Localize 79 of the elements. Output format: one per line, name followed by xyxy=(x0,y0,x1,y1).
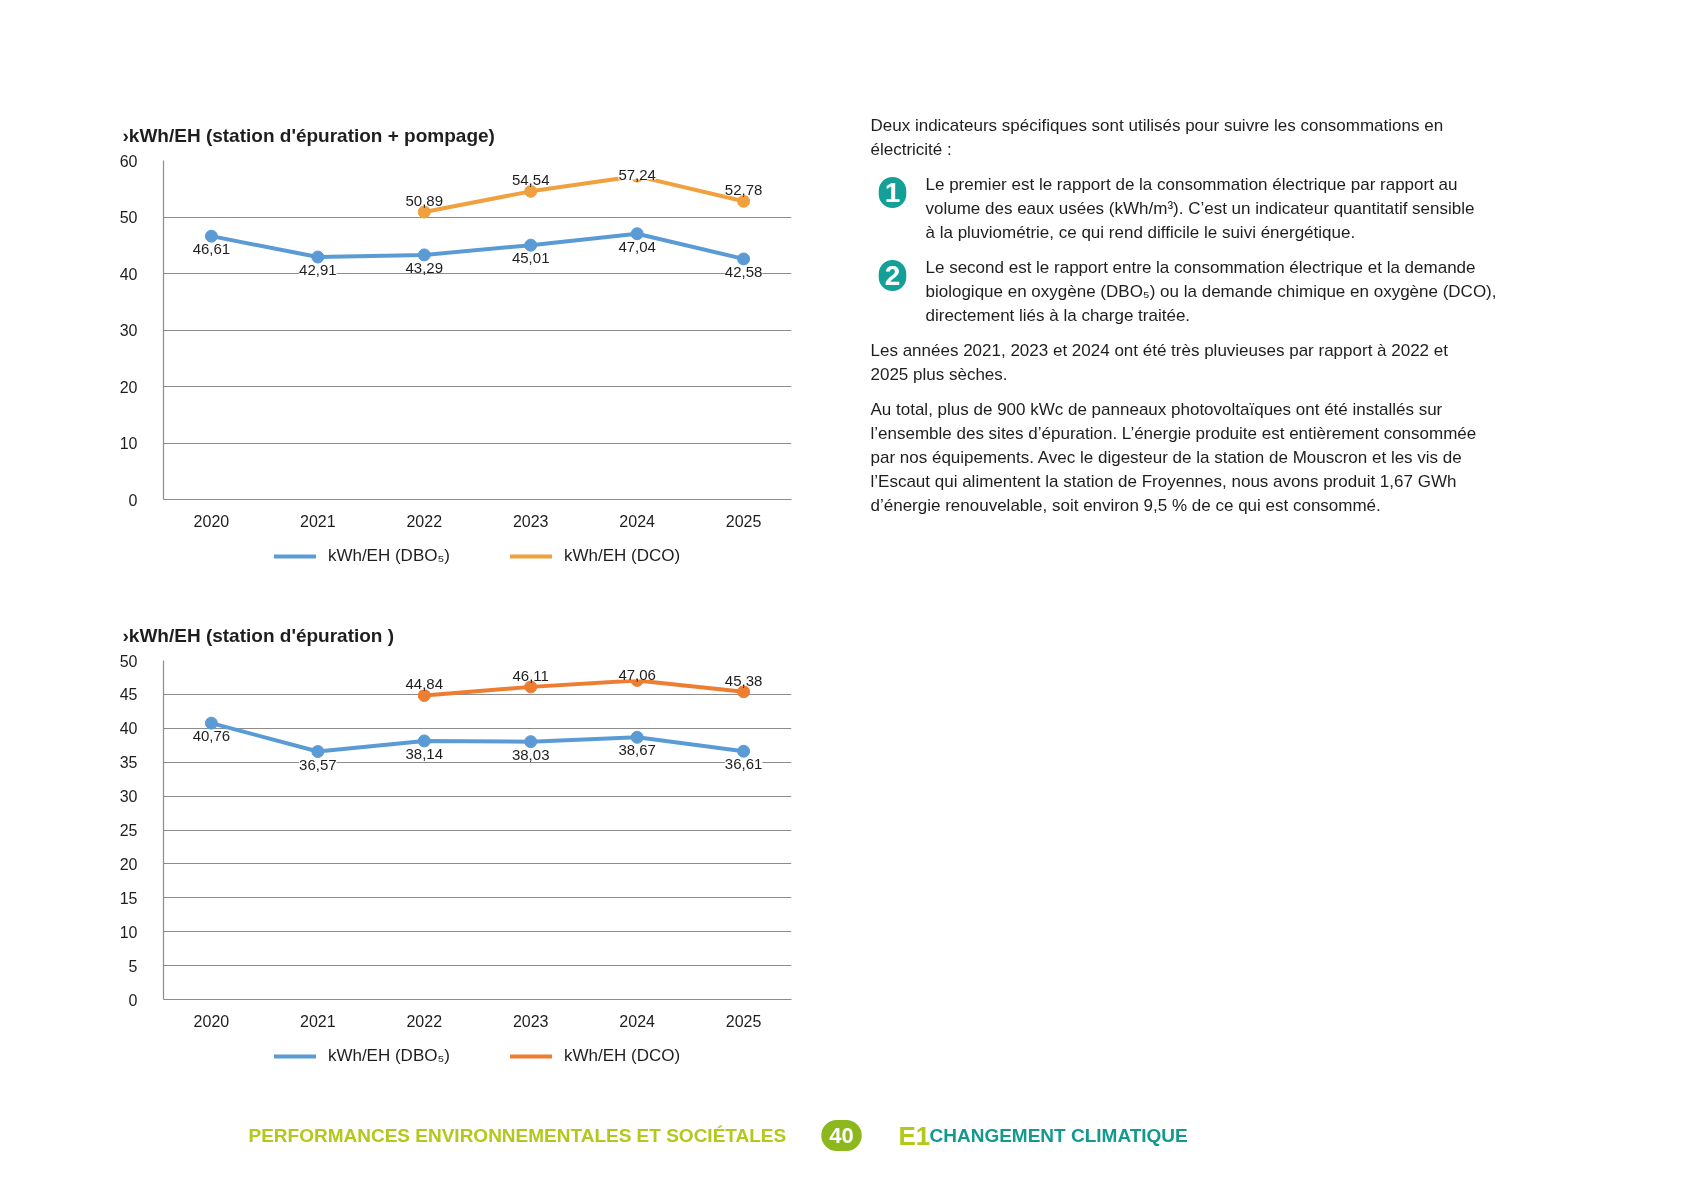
data-label: 45,38 xyxy=(724,671,763,689)
point xyxy=(417,248,431,262)
x-tick-label: 2023 xyxy=(512,1012,549,1030)
data-label: 45,01 xyxy=(511,249,550,267)
data-label: 46,61 xyxy=(192,240,231,258)
legend-label: kWh/EH (DCO) xyxy=(563,545,681,566)
data-label: 52,78 xyxy=(724,181,763,199)
y-tick-label: 30 xyxy=(119,788,138,806)
x-tick-label: 2024 xyxy=(619,512,656,530)
text: 40 xyxy=(829,1123,854,1148)
data-label: 50,89 xyxy=(405,191,444,209)
chart-title: ›kWh/EH (station d'épuration + pompage) xyxy=(122,124,495,146)
x-tick-label: 2020 xyxy=(193,1012,230,1030)
point xyxy=(204,716,218,730)
data-label: 44,84 xyxy=(405,675,444,693)
y-tick-label: 10 xyxy=(119,923,138,941)
y-tick-label: 50 xyxy=(119,209,138,226)
point xyxy=(737,252,751,266)
data-label: 36,61 xyxy=(724,755,763,773)
x-tick-label: 2021 xyxy=(300,1012,336,1030)
data-label: 36,57 xyxy=(299,755,337,773)
y-tick-label: 5 xyxy=(128,957,138,975)
text: E1 xyxy=(898,1120,931,1151)
point xyxy=(417,734,431,748)
y-tick-label: 20 xyxy=(119,855,138,873)
data-label: 54,54 xyxy=(511,171,550,189)
x-tick-label: 2022 xyxy=(406,1012,443,1030)
text: CHANGEMENT CLIMATIQUE xyxy=(929,1125,1188,1146)
data-label: 43,29 xyxy=(405,258,444,276)
x-tick-label: 2022 xyxy=(406,512,443,530)
text: Deux indicateurs spécifiques sont utilisés pour suivre les consommations en électricité : xyxy=(870,116,1444,159)
text: 2 xyxy=(884,260,901,291)
point xyxy=(204,229,218,243)
x-tick-label: 2025 xyxy=(725,512,762,530)
legend-label: kWh/EH (DBO₅) xyxy=(327,545,450,566)
y-tick-label: 25 xyxy=(119,822,138,839)
legend-label: kWh/EH (DBO₅) xyxy=(327,1045,450,1066)
y-tick-label: 0 xyxy=(128,491,138,509)
point xyxy=(630,730,644,744)
data-label: 42,58 xyxy=(724,262,763,280)
chart-title: ›kWh/EH (station d'épuration ) xyxy=(122,624,395,646)
y-tick-label: 45 xyxy=(119,686,138,704)
point xyxy=(737,744,751,758)
data-label: 40,76 xyxy=(192,727,231,745)
text: Les années 2021, 2023 et 2024 ont été très pluvieuses par rapport à 2022 et 2025 plus sèches. xyxy=(870,341,1449,384)
data-label: 46,11 xyxy=(512,666,549,684)
x-tick-label: 2023 xyxy=(512,512,549,530)
x-tick-label: 2025 xyxy=(725,1012,762,1030)
point xyxy=(524,238,538,252)
data-label: 42,91 xyxy=(299,261,337,279)
y-tick-label: 50 xyxy=(119,652,138,670)
y-tick-label: 35 xyxy=(119,754,138,772)
point xyxy=(630,227,644,241)
y-tick-label: 20 xyxy=(119,378,138,396)
y-tick-label: 0 xyxy=(128,991,138,1009)
data-label: 57,24 xyxy=(618,165,656,183)
y-tick-label: 60 xyxy=(119,152,138,170)
point xyxy=(311,745,325,759)
data-label: 38,03 xyxy=(511,745,550,763)
text: PERFORMANCES ENVIRONNEMENTALES ET SOCIÉTALES xyxy=(248,1125,787,1146)
point xyxy=(311,250,325,264)
text: Au total, plus de 900 kWc de panneaux photovoltaïques ont été installés sur l’ensemble des sites d’épuration. L’énergie produite est entièrement consommée par nos équipements. Avec le digesteur de la station de Mouscron et les vis de l’Escaut qui alimentent la station de Froyennes, nous avons produit 1,67 GWh d’énergie renouvelable, soit environ 9,5 % de ce qui est consommé. xyxy=(870,400,1477,515)
x-tick-label: 2021 xyxy=(300,512,336,530)
data-label: 38,14 xyxy=(405,744,444,762)
data-label: 38,67 xyxy=(618,741,656,759)
y-tick-label: 30 xyxy=(119,322,138,339)
text: Le premier est le rapport de la consommation électrique par rapport au volume des eaux usées (kWh/m³). C’est un indicateur quantitatif sensible à la pluviométrie, ce qui rend difficile le suivi énergétique. xyxy=(925,175,1475,242)
point xyxy=(524,735,538,749)
text: 1 xyxy=(884,177,901,208)
y-tick-label: 40 xyxy=(119,720,138,738)
y-tick-label: 15 xyxy=(119,889,138,907)
x-tick-label: 2024 xyxy=(619,1012,656,1030)
y-tick-label: 10 xyxy=(119,435,138,452)
y-tick-label: 40 xyxy=(119,265,138,283)
data-label: 47,04 xyxy=(618,237,656,255)
data-label: 47,06 xyxy=(618,665,656,683)
text: Le second est le rapport entre la consommation électrique et la demande biologique en oxygène (DBO₅) ou la demande chimique en oxygène (DCO), directement liés à la charge traitée. xyxy=(925,258,1497,325)
legend-label: kWh/EH (DCO) xyxy=(563,1045,681,1066)
x-tick-label: 2020 xyxy=(193,512,230,530)
